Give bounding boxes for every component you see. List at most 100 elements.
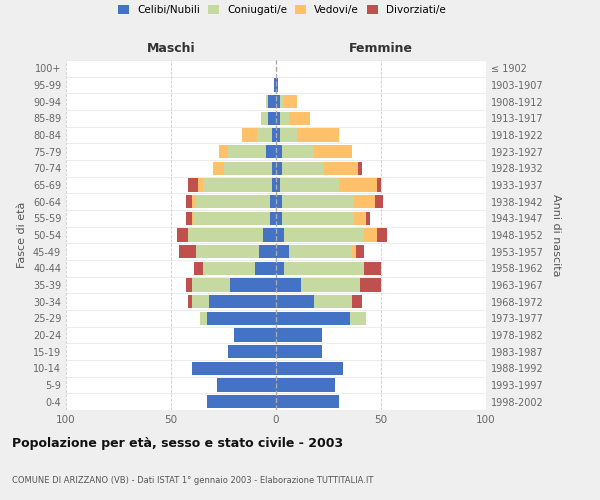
Bar (276, 78, 278, 92)
Bar (192, 278, 230, 291)
Bar (314, 295, 352, 308)
Bar (242, 128, 257, 141)
Bar (230, 278, 276, 291)
Bar (280, 128, 297, 141)
Bar (349, 312, 366, 325)
Bar (276, 328, 322, 342)
Bar (354, 212, 366, 225)
Bar (276, 378, 335, 392)
Bar (192, 195, 196, 208)
Bar (224, 162, 272, 175)
Bar (265, 95, 268, 108)
Bar (217, 378, 276, 392)
Bar (276, 278, 301, 291)
Bar (276, 212, 283, 225)
Bar (377, 178, 381, 192)
Bar (374, 195, 383, 208)
Bar (339, 178, 377, 192)
Bar (283, 195, 354, 208)
Bar (198, 178, 203, 192)
Bar (220, 145, 228, 158)
Bar (192, 295, 209, 308)
Bar (179, 245, 196, 258)
Bar (276, 112, 280, 125)
Bar (270, 195, 276, 208)
Bar (356, 245, 364, 258)
Bar (360, 278, 381, 291)
Bar (364, 228, 377, 241)
Bar (366, 212, 370, 225)
Bar (325, 162, 358, 175)
Bar (200, 312, 206, 325)
Bar (262, 112, 268, 125)
Text: Femmine: Femmine (349, 42, 413, 55)
Bar (186, 278, 192, 291)
Bar (284, 95, 297, 108)
Bar (283, 162, 325, 175)
Bar (289, 112, 310, 125)
Bar (209, 295, 276, 308)
Bar (276, 195, 283, 208)
Bar (276, 145, 283, 158)
Bar (280, 95, 284, 108)
Bar (276, 262, 284, 275)
Bar (188, 178, 198, 192)
Bar (314, 145, 352, 158)
Bar (270, 212, 276, 225)
Bar (276, 345, 322, 358)
Bar (280, 178, 339, 192)
Bar (283, 212, 354, 225)
Bar (276, 245, 289, 258)
Bar (265, 145, 276, 158)
Bar (297, 128, 339, 141)
Bar (272, 128, 276, 141)
Bar (364, 262, 381, 275)
Bar (196, 195, 270, 208)
Bar (196, 245, 259, 258)
Bar (203, 262, 255, 275)
Bar (257, 128, 272, 141)
Bar (263, 228, 276, 241)
Y-axis label: Fasce di età: Fasce di età (17, 202, 27, 268)
Bar (268, 112, 276, 125)
Bar (192, 362, 276, 375)
Bar (186, 212, 192, 225)
Bar (276, 362, 343, 375)
Bar (276, 95, 280, 108)
Text: Popolazione per età, sesso e stato civile - 2003: Popolazione per età, sesso e stato civil… (12, 437, 343, 450)
Bar (280, 112, 289, 125)
Legend: Celibi/Nubili, Coniugati/e, Vedovi/e, Divorziati/e: Celibi/Nubili, Coniugati/e, Vedovi/e, Di… (118, 5, 446, 15)
Bar (354, 195, 374, 208)
Bar (301, 278, 360, 291)
Bar (272, 162, 276, 175)
Bar (377, 228, 388, 241)
Bar (194, 262, 203, 275)
Bar (276, 395, 339, 408)
Bar (289, 245, 352, 258)
Bar (276, 228, 284, 241)
Bar (228, 345, 276, 358)
Bar (234, 328, 276, 342)
Bar (206, 395, 276, 408)
Bar (188, 228, 263, 241)
Text: Maschi: Maschi (146, 42, 196, 55)
Bar (178, 228, 188, 241)
Bar (276, 295, 314, 308)
Bar (192, 212, 194, 225)
Y-axis label: Anni di nascita: Anni di nascita (551, 194, 560, 276)
Text: COMUNE DI ARIZZANO (VB) - Dati ISTAT 1° gennaio 2003 - Elaborazione TUTTITALIA.I: COMUNE DI ARIZZANO (VB) - Dati ISTAT 1° … (12, 476, 373, 485)
Bar (276, 162, 283, 175)
Bar (284, 228, 364, 241)
Bar (284, 262, 364, 275)
Bar (352, 245, 356, 258)
Bar (259, 245, 276, 258)
Bar (276, 312, 349, 325)
Bar (352, 295, 362, 308)
Bar (203, 178, 272, 192)
Bar (194, 212, 270, 225)
Bar (358, 162, 362, 175)
Bar (213, 162, 223, 175)
Bar (276, 128, 280, 141)
Bar (276, 178, 280, 192)
Bar (188, 295, 192, 308)
